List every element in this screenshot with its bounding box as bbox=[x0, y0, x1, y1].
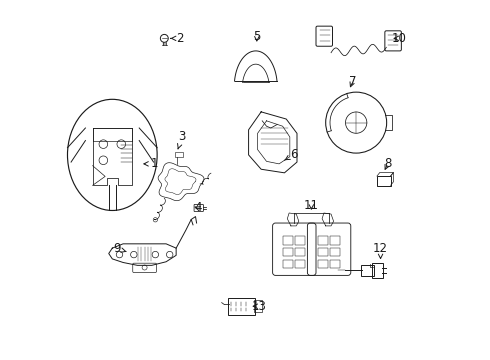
Text: 10: 10 bbox=[392, 32, 407, 45]
Text: 5: 5 bbox=[253, 30, 261, 43]
Text: 1: 1 bbox=[144, 157, 158, 170]
Text: 9: 9 bbox=[113, 242, 126, 255]
Text: 13: 13 bbox=[251, 300, 266, 313]
Text: 11: 11 bbox=[304, 199, 319, 212]
Text: 3: 3 bbox=[177, 130, 186, 149]
Text: 7: 7 bbox=[349, 75, 356, 88]
Text: 8: 8 bbox=[384, 157, 392, 170]
Text: 2: 2 bbox=[171, 32, 183, 45]
Text: 12: 12 bbox=[373, 242, 388, 258]
Text: 6: 6 bbox=[285, 148, 297, 161]
Text: 4: 4 bbox=[194, 202, 201, 215]
